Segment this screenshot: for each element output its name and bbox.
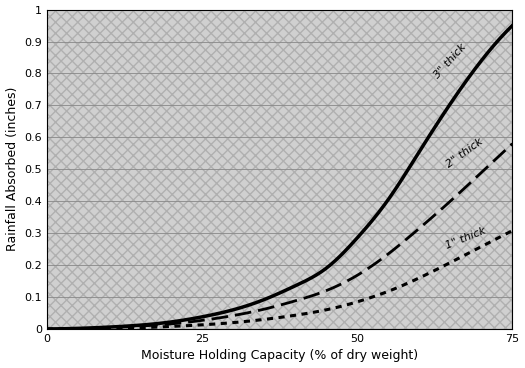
Text: 2" thick: 2" thick [444, 136, 485, 169]
Bar [47, 10, 512, 329]
Bar [47, 10, 512, 329]
Text: 1" thick: 1" thick [444, 226, 488, 251]
Y-axis label: Rainfall Absorbed (inches): Rainfall Absorbed (inches) [6, 87, 18, 251]
X-axis label: Moisture Holding Capacity (% of dry weight): Moisture Holding Capacity (% of dry weig… [141, 350, 418, 362]
Text: 3" thick: 3" thick [432, 41, 468, 80]
